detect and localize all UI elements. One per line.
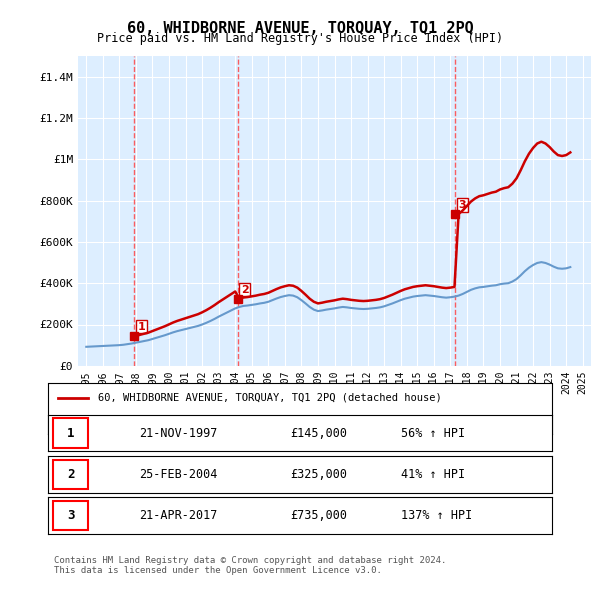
Text: £145,000: £145,000: [290, 427, 347, 440]
Text: 25-FEB-2004: 25-FEB-2004: [139, 468, 217, 481]
Text: 137% ↑ HPI: 137% ↑ HPI: [401, 509, 472, 522]
Text: 3: 3: [459, 200, 466, 210]
Text: HPI: Average price, detached house, Torbay: HPI: Average price, detached house, Torb…: [98, 415, 361, 425]
Text: 2: 2: [241, 284, 249, 294]
Text: 21-APR-2017: 21-APR-2017: [139, 509, 217, 522]
Text: 2: 2: [67, 468, 74, 481]
Text: 21-NOV-1997: 21-NOV-1997: [139, 427, 217, 440]
Text: 41% ↑ HPI: 41% ↑ HPI: [401, 468, 465, 481]
Text: 3: 3: [67, 509, 74, 522]
Text: £325,000: £325,000: [290, 468, 347, 481]
Text: 1: 1: [67, 427, 74, 440]
Text: Contains HM Land Registry data © Crown copyright and database right 2024.
This d: Contains HM Land Registry data © Crown c…: [54, 556, 446, 575]
Text: 1: 1: [137, 322, 145, 332]
Text: 60, WHIDBORNE AVENUE, TORQUAY, TQ1 2PQ: 60, WHIDBORNE AVENUE, TORQUAY, TQ1 2PQ: [127, 21, 473, 35]
Text: 60, WHIDBORNE AVENUE, TORQUAY, TQ1 2PQ (detached house): 60, WHIDBORNE AVENUE, TORQUAY, TQ1 2PQ (…: [98, 392, 442, 402]
FancyBboxPatch shape: [53, 460, 88, 489]
Text: £735,000: £735,000: [290, 509, 347, 522]
Text: Price paid vs. HM Land Registry's House Price Index (HPI): Price paid vs. HM Land Registry's House …: [97, 32, 503, 45]
FancyBboxPatch shape: [53, 501, 88, 530]
FancyBboxPatch shape: [53, 418, 88, 448]
Text: 56% ↑ HPI: 56% ↑ HPI: [401, 427, 465, 440]
